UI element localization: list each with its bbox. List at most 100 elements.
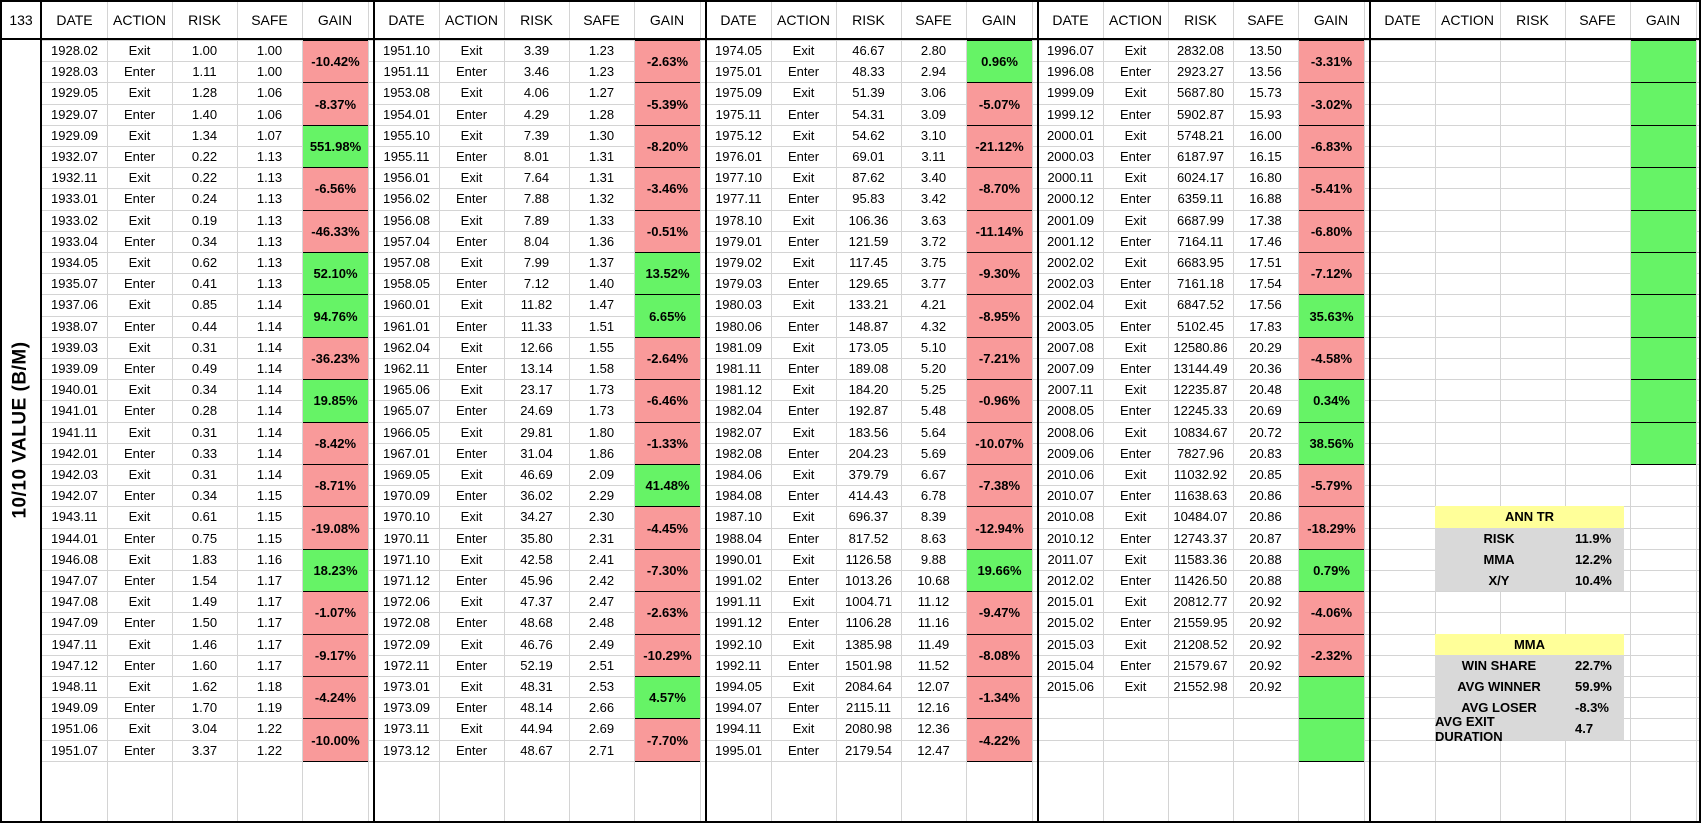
gain-cell[interactable]: -1.33% [635, 421, 700, 465]
gain-cell[interactable]: -2.63% [635, 40, 700, 84]
cell-risk[interactable]: 5687.80 [1177, 85, 1224, 101]
cell-date[interactable]: 1961.01 [383, 318, 430, 334]
cell-action[interactable]: Enter [455, 742, 488, 758]
cell-action[interactable]: Enter [123, 573, 156, 589]
cell-date[interactable]: 2007.08 [1047, 339, 1094, 355]
cell-date[interactable]: 1958.05 [383, 276, 430, 292]
cell-date[interactable]: 1990.01 [715, 551, 762, 567]
cell-action[interactable]: Enter [455, 361, 488, 377]
cell-action[interactable]: Enter [787, 233, 820, 249]
cell-risk[interactable]: 21552.98 [1173, 679, 1228, 695]
cell-safe[interactable]: 20.48 [1249, 382, 1282, 398]
cell-risk[interactable]: 7.99 [523, 255, 550, 271]
gain-cell[interactable]: -2.64% [635, 336, 700, 381]
cell-date[interactable]: 1973.09 [383, 700, 430, 716]
cell-safe[interactable]: 9.88 [920, 551, 947, 567]
cell-safe[interactable]: 2.47 [588, 594, 615, 610]
cell-date[interactable]: 1937.06 [51, 297, 98, 313]
cell-date[interactable]: 1934.05 [51, 255, 98, 271]
cell-date[interactable]: 1980.06 [715, 318, 762, 334]
header-risk-t4[interactable]: RISK [1184, 12, 1217, 28]
gain-cell[interactable]: 4.57% [635, 676, 700, 720]
cell-action[interactable]: Enter [455, 191, 488, 207]
gain-cell[interactable]: -7.38% [967, 464, 1032, 508]
cell-safe[interactable]: 1.13 [256, 149, 283, 165]
cell-risk[interactable]: 51.39 [852, 85, 885, 101]
cell-date[interactable] [1038, 718, 1103, 739]
cell-date[interactable]: 1957.08 [383, 255, 430, 271]
corner-cell[interactable]: 133 [9, 12, 33, 28]
gain-cell[interactable]: -6.46% [635, 379, 700, 423]
cell-safe[interactable]: 5.25 [920, 382, 947, 398]
cell-safe[interactable]: 1.18 [256, 679, 283, 695]
cell-date[interactable]: 1973.11 [383, 721, 430, 737]
cell-action[interactable]: Exit [792, 339, 815, 355]
header-safe-t5[interactable]: SAFE [1579, 12, 1616, 28]
cell-date[interactable]: 1991.02 [715, 573, 762, 589]
gain-cell[interactable]: 0.96% [967, 40, 1032, 84]
cell-safe[interactable] [1233, 697, 1298, 718]
cell-date[interactable]: 2015.04 [1047, 657, 1094, 673]
gain-cell[interactable]: 38.56% [1299, 421, 1364, 465]
cell-safe[interactable]: 17.56 [1249, 297, 1282, 313]
cell-date[interactable]: 1966.05 [383, 424, 430, 440]
cell-safe[interactable]: 16.00 [1249, 127, 1282, 143]
gain-cell[interactable] [1631, 82, 1696, 126]
cell-risk[interactable]: 817.52 [848, 530, 889, 546]
cell-date[interactable]: 1972.11 [383, 657, 430, 673]
cell-risk[interactable]: 48.68 [520, 615, 553, 631]
cell-date[interactable]: 1942.07 [51, 488, 98, 504]
header-action-t3[interactable]: ACTION [777, 12, 830, 28]
cell-risk[interactable]: 129.65 [848, 276, 889, 292]
gain-cell[interactable]: 13.52% [635, 252, 700, 296]
cell-action[interactable]: Enter [787, 276, 820, 292]
cell-date[interactable]: 1932.07 [51, 149, 98, 165]
cell-risk[interactable]: 23.17 [520, 382, 553, 398]
cell-safe[interactable]: 17.51 [1249, 255, 1282, 271]
cell-action[interactable]: Exit [792, 424, 815, 440]
cell-date[interactable]: 1981.09 [715, 339, 762, 355]
cell-action[interactable]: Exit [1124, 339, 1147, 355]
cell-date[interactable]: 1988.04 [715, 530, 762, 546]
cell-action[interactable]: Exit [792, 509, 815, 525]
cell-action[interactable]: Enter [787, 64, 820, 80]
cell-safe[interactable]: 1.23 [588, 64, 615, 80]
cell-safe[interactable]: 12.36 [917, 721, 950, 737]
cell-action[interactable]: Enter [787, 149, 820, 165]
gain-cell[interactable]: 0.34% [1299, 379, 1364, 423]
cell-risk[interactable]: 4.06 [523, 85, 550, 101]
cell-action[interactable]: Exit [460, 509, 483, 525]
cell-safe[interactable]: 6.78 [920, 488, 947, 504]
cell-date[interactable]: 1979.01 [715, 233, 762, 249]
cell-risk[interactable]: 121.59 [848, 233, 889, 249]
cell-risk[interactable]: 1.00 [191, 43, 218, 59]
cell-safe[interactable]: 2.80 [920, 43, 947, 59]
cell-date[interactable]: 1973.12 [383, 742, 430, 758]
cell-risk[interactable]: 12.66 [520, 339, 553, 355]
cell-action[interactable]: Enter [123, 657, 156, 673]
cell-safe[interactable]: 1.13 [256, 191, 283, 207]
cell-safe[interactable]: 2.48 [588, 615, 615, 631]
cell-safe[interactable]: 4.21 [920, 297, 947, 313]
cell-safe[interactable]: 17.54 [1249, 276, 1282, 292]
header-date-t3[interactable]: DATE [720, 12, 757, 28]
cell-risk[interactable]: 11426.50 [1173, 573, 1228, 589]
cell-safe[interactable]: 1.58 [588, 361, 615, 377]
gain-cell[interactable]: -5.39% [635, 82, 700, 126]
cell-date[interactable]: 2011.07 [1047, 551, 1094, 567]
cell-action[interactable]: Enter [455, 615, 488, 631]
cell-date[interactable]: 1979.03 [715, 276, 762, 292]
cell-action[interactable]: Enter [1119, 276, 1152, 292]
cell-action[interactable]: Enter [787, 657, 820, 673]
cell-safe[interactable]: 20.92 [1249, 594, 1282, 610]
cell-date[interactable]: 1987.10 [715, 509, 762, 525]
gain-cell[interactable] [1631, 252, 1696, 296]
cell-safe[interactable]: 16.15 [1249, 149, 1282, 165]
cell-action[interactable]: Exit [128, 297, 151, 313]
cell-action[interactable]: Exit [1124, 297, 1147, 313]
cell-risk[interactable]: 5902.87 [1177, 106, 1224, 122]
cell-action[interactable]: Enter [123, 64, 156, 80]
cell-risk[interactable]: 42.58 [520, 551, 553, 567]
cell-safe[interactable]: 3.40 [920, 170, 947, 186]
cell-action[interactable]: Enter [1119, 615, 1152, 631]
